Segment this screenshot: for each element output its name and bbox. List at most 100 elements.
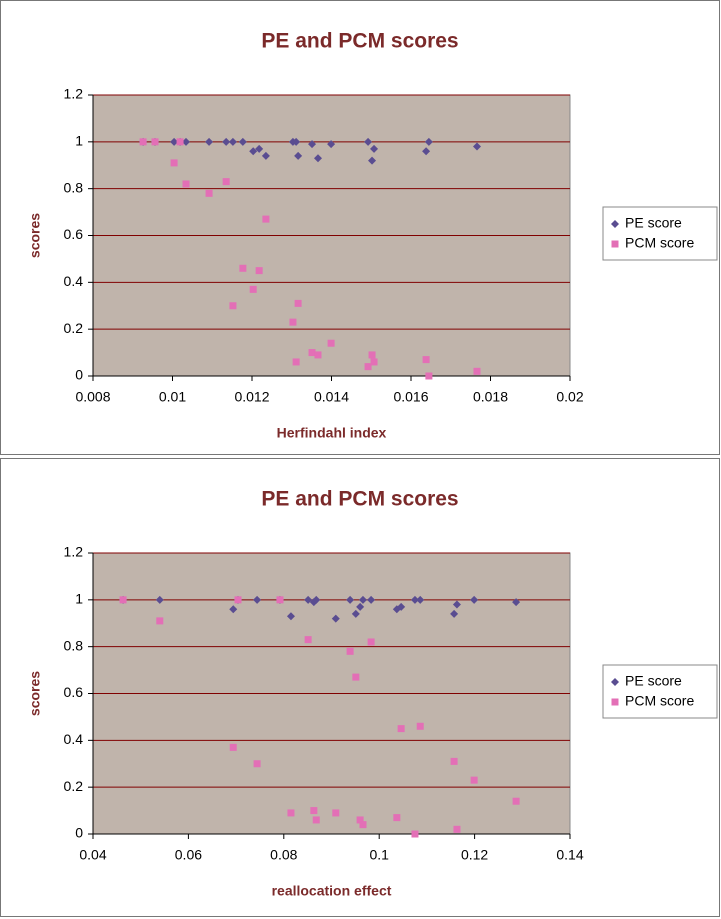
data-point xyxy=(308,140,317,149)
data-point xyxy=(410,595,419,604)
data-point xyxy=(313,154,322,163)
y-axis-label: scores xyxy=(27,671,43,716)
data-point xyxy=(356,816,364,824)
data-point xyxy=(255,144,264,153)
legend-marker xyxy=(611,220,619,228)
x-tick-label: 0.06 xyxy=(175,847,202,863)
x-tick-label: 0.012 xyxy=(234,389,269,405)
data-point xyxy=(358,595,367,604)
data-point xyxy=(416,722,424,730)
data-point xyxy=(346,595,355,604)
data-point xyxy=(287,809,295,817)
y-tick-label: 0.2 xyxy=(64,320,84,336)
x-tick-label: 0.016 xyxy=(393,389,428,405)
x-axis-label: Herfindahl index xyxy=(277,425,387,441)
legend-marker xyxy=(611,698,619,706)
data-point xyxy=(472,142,481,151)
data-point xyxy=(292,358,300,366)
data-point xyxy=(327,140,336,149)
data-point xyxy=(397,602,406,611)
data-point xyxy=(234,596,242,604)
data-point xyxy=(229,743,237,751)
data-point xyxy=(351,609,360,618)
x-tick-label: 0.14 xyxy=(556,847,583,863)
x-tick-label: 0.08 xyxy=(270,847,297,863)
y-tick-label: 0.4 xyxy=(64,273,84,289)
data-point xyxy=(411,830,419,838)
data-point xyxy=(239,264,247,272)
data-point xyxy=(151,138,159,146)
data-point xyxy=(262,215,270,223)
y-tick-label: 0 xyxy=(75,825,83,841)
y-tick-label: 0.6 xyxy=(64,684,84,700)
y-tick-label: 0 xyxy=(75,367,83,383)
data-point xyxy=(228,137,237,146)
legend-marker xyxy=(611,678,619,686)
data-point xyxy=(310,807,318,815)
data-point xyxy=(312,816,320,824)
data-point xyxy=(253,760,261,768)
data-point xyxy=(309,598,318,607)
data-point xyxy=(512,797,520,805)
data-point xyxy=(255,267,263,275)
data-point xyxy=(156,617,164,625)
data-point xyxy=(205,137,214,146)
data-point xyxy=(450,757,458,765)
data-point xyxy=(397,725,405,733)
data-point xyxy=(294,151,303,160)
chart: PE and PCM scores 0 0.2 0.4 0.6 0.8 1 1.2 0.04 0.… xyxy=(0,458,720,917)
data-point xyxy=(364,363,372,371)
y-tick-label: 0.8 xyxy=(64,179,84,195)
data-point xyxy=(367,595,376,604)
data-point xyxy=(425,372,433,380)
x-tick-label: 0.01 xyxy=(159,389,186,405)
data-point xyxy=(352,673,360,681)
data-point xyxy=(393,814,401,822)
data-point xyxy=(450,609,459,618)
y-tick-label: 1.2 xyxy=(64,544,84,560)
y-tick-label: 1 xyxy=(75,591,83,607)
data-point xyxy=(368,156,377,165)
chart-title: PE and PCM scores xyxy=(261,488,458,511)
legend-label: PCM score xyxy=(625,693,694,709)
y-tick-label: 0.2 xyxy=(64,778,84,794)
y-tick-label: 1 xyxy=(75,133,83,149)
data-point xyxy=(304,595,313,604)
data-point xyxy=(314,351,322,359)
data-point xyxy=(416,595,425,604)
data-point xyxy=(359,821,367,829)
data-point xyxy=(249,147,258,156)
data-point xyxy=(424,137,433,146)
data-point xyxy=(368,351,376,359)
data-point xyxy=(205,189,213,197)
x-tick-label: 0.1 xyxy=(369,847,389,863)
data-point xyxy=(155,595,164,604)
y-tick-label: 0.8 xyxy=(64,637,84,653)
legend xyxy=(602,206,718,261)
data-point xyxy=(276,596,284,604)
x-tick-label: 0.008 xyxy=(75,389,110,405)
data-point xyxy=(470,776,478,784)
data-point xyxy=(312,595,321,604)
data-point xyxy=(453,825,461,833)
data-point xyxy=(176,138,184,146)
data-point xyxy=(346,647,354,655)
x-tick-label: 0.12 xyxy=(461,847,488,863)
data-point xyxy=(294,299,302,307)
data-point xyxy=(229,605,238,614)
legend-label: PE score xyxy=(625,673,682,689)
data-point xyxy=(261,151,270,160)
x-tick-label: 0.014 xyxy=(314,389,349,405)
data-point xyxy=(229,302,237,310)
x-tick-label: 0.04 xyxy=(79,847,106,863)
data-point xyxy=(182,180,190,188)
legend-label: PE score xyxy=(625,215,682,231)
legend-marker xyxy=(611,240,619,248)
data-point xyxy=(139,138,147,146)
data-point xyxy=(182,137,191,146)
data-point xyxy=(238,137,247,146)
x-tick-label: 0.02 xyxy=(556,389,583,405)
data-point xyxy=(304,636,312,644)
data-point xyxy=(370,358,378,366)
